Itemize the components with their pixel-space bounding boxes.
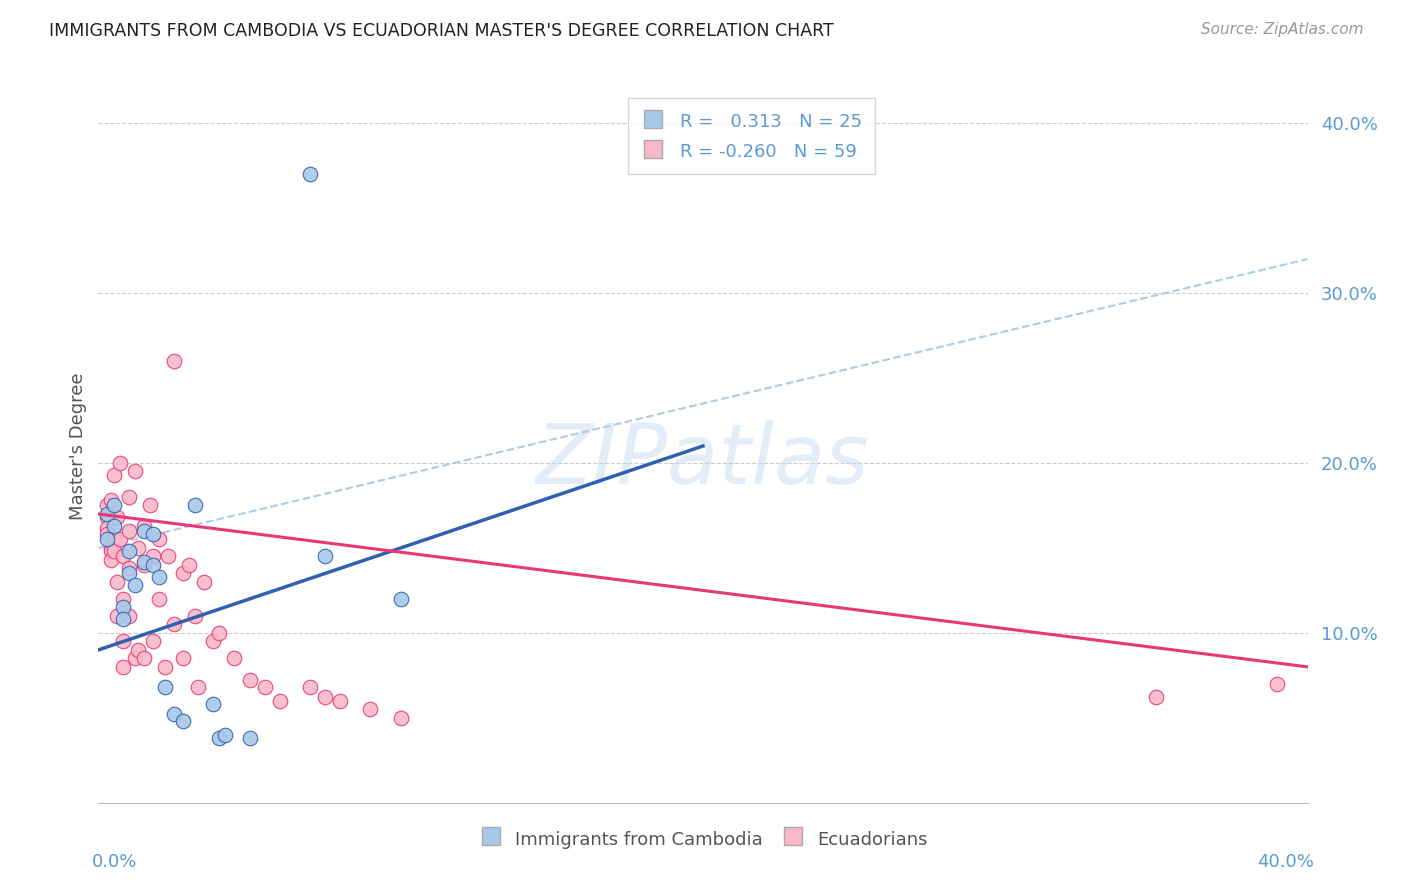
Y-axis label: Master's Degree: Master's Degree — [69, 372, 87, 520]
Point — [118, 524, 141, 538]
Point — [239, 673, 262, 688]
Point — [132, 524, 155, 538]
Point — [208, 626, 231, 640]
Point — [108, 456, 131, 470]
Point — [118, 544, 141, 558]
Point — [103, 467, 125, 482]
Point — [148, 570, 170, 584]
Point — [184, 499, 207, 513]
Point — [142, 549, 165, 564]
Point — [187, 680, 209, 694]
Point — [127, 643, 149, 657]
Point — [202, 698, 225, 712]
Point — [172, 651, 194, 665]
Point — [132, 651, 155, 665]
Point — [329, 694, 352, 708]
Point — [299, 167, 322, 181]
Point — [239, 731, 262, 746]
Point — [193, 574, 215, 589]
Point — [172, 566, 194, 581]
Point — [269, 694, 291, 708]
Point — [96, 499, 118, 513]
Point — [111, 591, 134, 606]
Point — [1144, 690, 1167, 705]
Point — [96, 527, 118, 541]
Point — [96, 510, 118, 524]
Point — [103, 519, 125, 533]
Point — [127, 541, 149, 555]
Point — [153, 680, 176, 694]
Point — [100, 493, 122, 508]
Point — [111, 549, 134, 564]
Point — [142, 558, 165, 572]
Point — [103, 544, 125, 558]
Legend: Immigrants from Cambodia, Ecuadorians: Immigrants from Cambodia, Ecuadorians — [470, 819, 936, 858]
Point — [202, 634, 225, 648]
Point — [299, 680, 322, 694]
Point — [124, 651, 146, 665]
Point — [142, 634, 165, 648]
Point — [124, 465, 146, 479]
Point — [96, 533, 118, 547]
Point — [314, 549, 336, 564]
Point — [111, 600, 134, 615]
Point — [111, 612, 134, 626]
Point — [118, 566, 141, 581]
Text: ZIPatlas: ZIPatlas — [536, 420, 870, 500]
Text: IMMIGRANTS FROM CAMBODIA VS ECUADORIAN MASTER'S DEGREE CORRELATION CHART: IMMIGRANTS FROM CAMBODIA VS ECUADORIAN M… — [49, 22, 834, 40]
Point — [105, 608, 128, 623]
Point — [118, 490, 141, 504]
Point — [389, 711, 412, 725]
Point — [105, 510, 128, 524]
Point — [100, 544, 122, 558]
Point — [111, 634, 134, 648]
Point — [148, 533, 170, 547]
Point — [253, 680, 276, 694]
Point — [163, 707, 186, 722]
Text: 0.0%: 0.0% — [93, 853, 138, 871]
Point — [163, 617, 186, 632]
Point — [132, 558, 155, 572]
Text: 40.0%: 40.0% — [1257, 853, 1313, 871]
Point — [156, 549, 179, 564]
Point — [139, 499, 162, 513]
Point — [208, 731, 231, 746]
Point — [111, 660, 134, 674]
Text: Source: ZipAtlas.com: Source: ZipAtlas.com — [1201, 22, 1364, 37]
Point — [124, 578, 146, 592]
Point — [103, 499, 125, 513]
Point — [214, 728, 236, 742]
Point — [1267, 677, 1289, 691]
Point — [96, 520, 118, 534]
Point — [314, 690, 336, 705]
Point — [100, 553, 122, 567]
Point — [103, 533, 125, 547]
Point — [172, 714, 194, 729]
Point — [179, 558, 201, 572]
Point — [148, 591, 170, 606]
Point — [224, 651, 246, 665]
Point — [118, 608, 141, 623]
Point — [118, 561, 141, 575]
Point — [132, 519, 155, 533]
Point — [360, 702, 382, 716]
Point — [163, 354, 186, 368]
Point — [105, 574, 128, 589]
Point — [153, 660, 176, 674]
Point — [96, 507, 118, 521]
Point — [132, 555, 155, 569]
Point — [100, 541, 122, 555]
Point — [108, 533, 131, 547]
Point — [389, 591, 412, 606]
Point — [184, 608, 207, 623]
Point — [142, 527, 165, 541]
